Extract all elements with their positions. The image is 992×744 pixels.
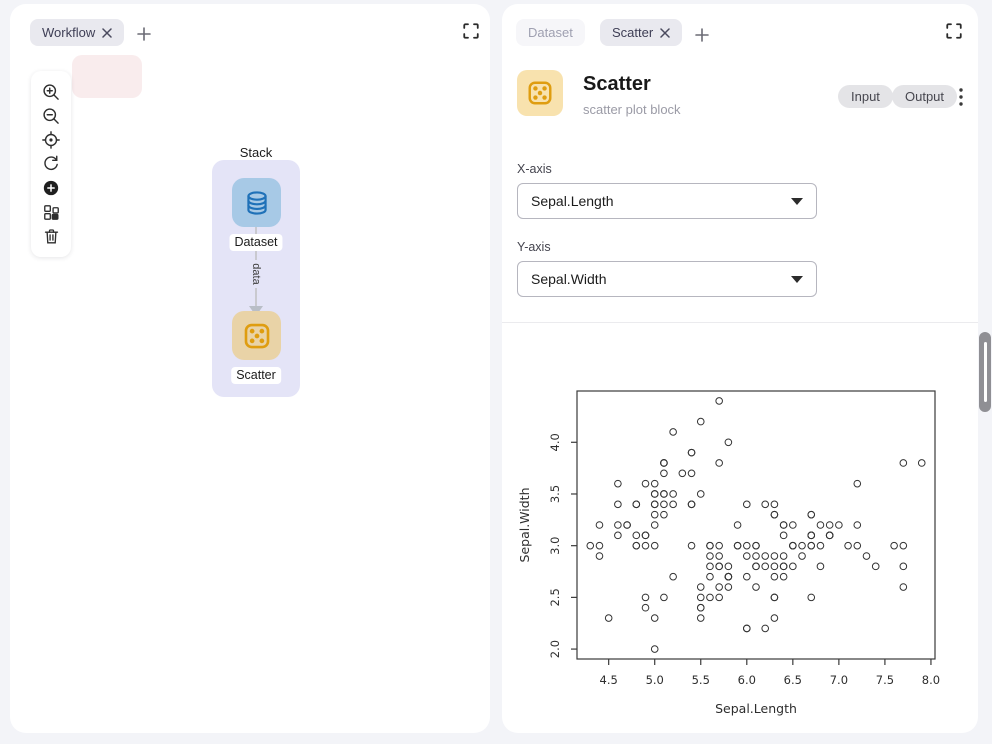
database-icon [242,188,272,218]
x-axis-value: Sepal.Length [531,193,614,209]
svg-text:5.0: 5.0 [646,673,664,687]
svg-text:5.5: 5.5 [692,673,710,687]
scatter-node-label: Scatter [231,367,281,384]
fullscreen-icon[interactable] [943,20,965,42]
reset-view-icon[interactable] [39,152,63,176]
dataset-node[interactable] [232,178,281,227]
zoom-out-icon[interactable] [39,104,63,128]
svg-text:4.0: 4.0 [548,433,562,451]
svg-text:6.0: 6.0 [738,673,756,687]
tab-dataset-label: Dataset [528,25,573,40]
stack-group[interactable]: data Dataset Scatt [212,160,300,397]
svg-text:6.5: 6.5 [784,673,802,687]
svg-text:3.0: 3.0 [548,537,562,555]
scrollbar-thumb[interactable] [979,332,991,412]
svg-text:2.0: 2.0 [548,640,562,658]
delete-icon[interactable] [39,224,63,248]
block-title: Scatter [583,73,651,95]
workflow-panel: Workflow [10,4,490,733]
y-axis-select[interactable]: Sepal.Width [517,261,817,297]
y-axis-label: Y-axis [517,240,551,254]
svg-text:7.0: 7.0 [830,673,848,687]
output-button[interactable]: Output [892,85,958,108]
add-tab-button[interactable] [136,26,152,42]
edge-label: data [242,260,270,288]
block-subtitle: scatter plot block [583,102,681,117]
svg-text:8.0: 8.0 [922,673,940,687]
tab-scatter[interactable]: Scatter [600,19,683,46]
chevron-down-icon [791,275,803,283]
close-icon[interactable] [660,27,670,38]
kebab-menu-icon[interactable] [952,85,970,108]
dataset-node-label: Dataset [229,234,283,251]
block-inspector-panel: Dataset Scatter Scatter scatter plot blo… [502,4,978,733]
canvas-toolbar [31,71,71,257]
block-icon-tile [517,70,563,116]
tab-workflow-label: Workflow [42,25,96,40]
chevron-down-icon [791,197,803,205]
input-button[interactable]: Input [838,85,893,108]
locate-icon[interactable] [39,128,63,152]
svg-text:Sepal.Length: Sepal.Length [715,701,797,716]
zoom-in-icon[interactable] [39,80,63,104]
add-node-icon[interactable] [39,176,63,200]
scatter-plot: 4.5 5.0 5.5 6.0 6.5 7.0 7.5 8.0 2.0 2.5 3.0 3.5 4.0 S… [517,390,940,716]
close-icon[interactable] [102,27,112,38]
auto-layout-icon[interactable] [39,200,63,224]
svg-text:7.5: 7.5 [876,673,894,687]
x-axis-label: X-axis [517,162,552,176]
tab-dataset[interactable]: Dataset [516,19,585,46]
tab-scatter-label: Scatter [612,25,654,40]
svg-text:Sepal.Width: Sepal.Width [517,488,532,563]
svg-text:3.5: 3.5 [548,485,562,503]
x-axis-select[interactable]: Sepal.Length [517,183,817,219]
add-tab-button[interactable] [694,27,710,43]
tab-workflow[interactable]: Workflow [30,19,125,46]
stack-group-title: Stack [239,145,273,160]
scatter-dice-icon [242,321,272,351]
y-axis-value: Sepal.Width [531,271,607,287]
canvas-partial-node[interactable] [72,55,142,98]
scatter-dice-icon [528,81,552,105]
fullscreen-icon[interactable] [460,20,482,42]
section-divider [502,322,978,323]
svg-text:4.5: 4.5 [600,673,618,687]
svg-text:2.5: 2.5 [548,588,562,606]
scatter-node[interactable] [232,311,281,360]
